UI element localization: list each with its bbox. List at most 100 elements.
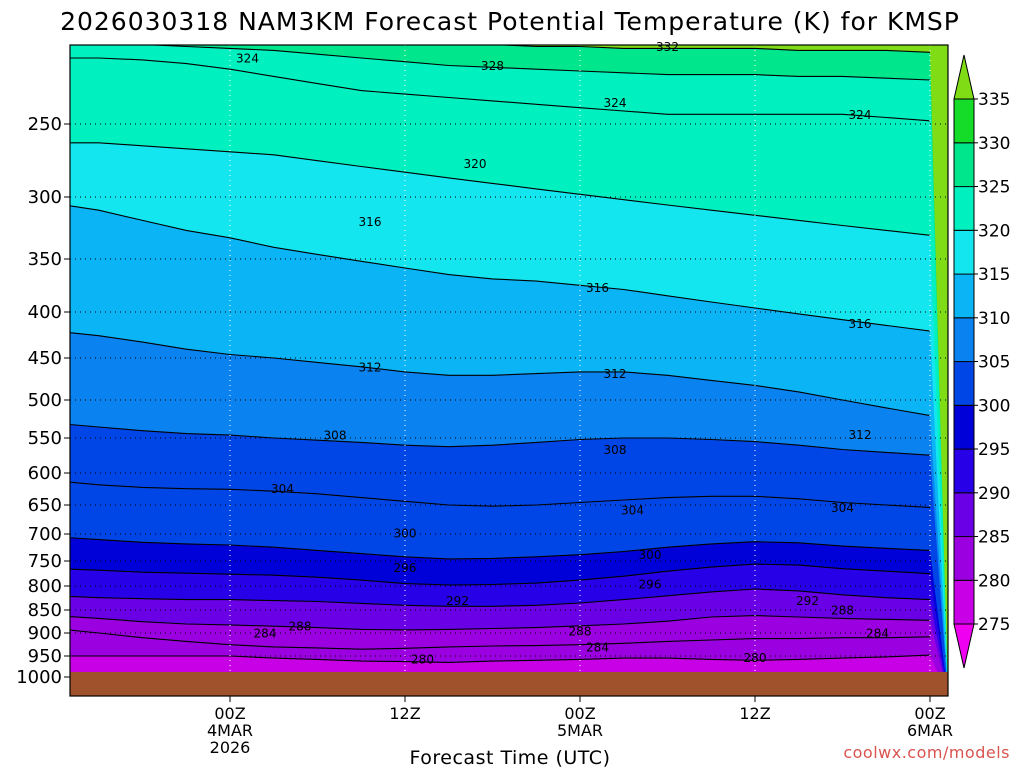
colorbar-band <box>953 98 975 144</box>
contour-label: 300 <box>394 526 417 540</box>
colorbar-band <box>953 492 975 538</box>
plot-area <box>70 45 948 696</box>
contour-label: 312 <box>604 367 627 381</box>
contour-label: 324 <box>604 96 627 110</box>
contour-label: 328 <box>481 59 504 73</box>
colorbar-top-arrow <box>953 54 975 100</box>
x-tick-label: 12Z <box>739 704 770 723</box>
colorbar-band <box>953 404 975 450</box>
contour-theta_324 <box>70 57 931 122</box>
y-tick-label: 550 <box>28 428 62 449</box>
colorbar-label: 275 <box>978 615 1010 635</box>
colorbar-label: 325 <box>978 178 1010 198</box>
y-tick-label: 250 <box>28 114 62 135</box>
colorbar-band <box>953 536 975 581</box>
y-tick-label: 850 <box>28 600 62 621</box>
contour-theta_320 <box>70 142 931 236</box>
colorbar-band <box>953 186 975 231</box>
y-tick-label: 750 <box>28 551 62 572</box>
colorbar-label: 285 <box>978 528 1010 548</box>
colorbar-label: 315 <box>978 265 1010 285</box>
chart-title: 2026030318 NAM3KM Forecast Potential Tem… <box>60 7 960 36</box>
contour-label: 284 <box>586 640 609 654</box>
contour-label: 316 <box>586 281 609 295</box>
contour-label: 324 <box>849 108 872 122</box>
gridlines <box>70 45 948 696</box>
contour-labels: 324 328 332 324 324 320 316 316 316 312 312 312 308 3… <box>236 40 889 667</box>
colorbar-band <box>953 229 975 275</box>
y-tick-label: 400 <box>28 302 62 323</box>
contour-label: 316 <box>849 317 872 331</box>
colorbar: 275 280 285 290 295 300 305 310 315 320 325 330 335 <box>953 54 1010 669</box>
contour-theta_284 <box>70 629 931 650</box>
contour-label: 304 <box>621 503 644 517</box>
contour-label: 308 <box>324 429 347 443</box>
y-tick-label: 900 <box>28 623 62 644</box>
colorbar-band <box>953 448 975 494</box>
colorbar-label: 320 <box>978 221 1010 241</box>
contour-label: 300 <box>639 548 662 562</box>
y-axis: 2503003504004505005506006507007508008509… <box>16 114 70 688</box>
contour-theta_296 <box>70 563 931 586</box>
colorbar-label: 305 <box>978 353 1010 373</box>
x-tick-label: 5MAR <box>557 721 603 740</box>
y-tick-label: 500 <box>28 390 62 411</box>
contour-label: 280 <box>411 653 434 667</box>
x-tick-label: 2026 <box>210 738 251 757</box>
contour-theta_288 <box>70 615 931 631</box>
contour-label: 284 <box>866 627 889 641</box>
contour-theta_304 <box>70 481 931 508</box>
y-tick-label: 950 <box>28 646 62 667</box>
contour-label: 308 <box>604 443 627 457</box>
colorbar-label: 280 <box>978 571 1010 591</box>
x-tick-label: 00Z <box>214 704 245 723</box>
contour-label: 312 <box>359 360 382 374</box>
y-tick-label: 1000 <box>16 667 62 688</box>
colorbar-band <box>953 317 975 363</box>
colorbar-label: 310 <box>978 309 1010 329</box>
contour-label: 332 <box>656 40 679 54</box>
contour-theta_312 <box>70 332 931 417</box>
contour-label: 288 <box>569 624 592 638</box>
colorbar-label: 330 <box>978 134 1010 154</box>
y-tick-label: 450 <box>28 348 62 369</box>
contour-label: 284 <box>254 627 277 641</box>
contour-label: 296 <box>639 578 662 592</box>
y-tick-label: 700 <box>28 524 62 545</box>
contour-label: 292 <box>796 594 819 608</box>
contour-label: 288 <box>831 604 854 618</box>
colorbar-label: 335 <box>978 90 1010 110</box>
contour-label: 304 <box>831 501 854 515</box>
contour-label: 292 <box>446 594 469 608</box>
colorbar-band <box>953 273 975 319</box>
contour-label: 324 <box>236 52 259 66</box>
contour-theta_328 <box>141 45 931 81</box>
contour-label: 288 <box>289 619 312 633</box>
credit-link[interactable]: coolwx.com/models <box>843 743 1010 762</box>
contour-theta_332 <box>447 45 931 53</box>
y-tick-label: 600 <box>28 463 62 484</box>
contour-theta_292 <box>70 588 931 607</box>
colorbar-label: 300 <box>978 396 1010 416</box>
contour-label: 312 <box>849 428 872 442</box>
contour-label: 304 <box>271 482 294 496</box>
contour-label: 320 <box>464 157 487 171</box>
colorbar-bottom-arrow <box>953 623 975 669</box>
y-tick-label: 300 <box>28 187 62 208</box>
colorbar-band <box>953 142 975 188</box>
x-tick-label: 4MAR <box>207 721 253 740</box>
colorbar-label: 295 <box>978 440 1010 460</box>
plot-frame <box>69 44 949 697</box>
x-tick-label: 12Z <box>389 704 420 723</box>
contour-theta_308 <box>70 423 931 456</box>
contour-label: 280 <box>744 651 767 665</box>
x-axis-label: Forecast Time (UTC) <box>410 747 611 768</box>
contour-label: 316 <box>359 215 382 229</box>
ground-below-surface <box>70 672 948 696</box>
x-tick-label: 6MAR <box>907 721 953 740</box>
x-tick-label: 00Z <box>914 704 945 723</box>
x-tick-label: 00Z <box>564 704 595 723</box>
colorbar-band <box>953 361 975 406</box>
contour-label: 296 <box>394 561 417 575</box>
